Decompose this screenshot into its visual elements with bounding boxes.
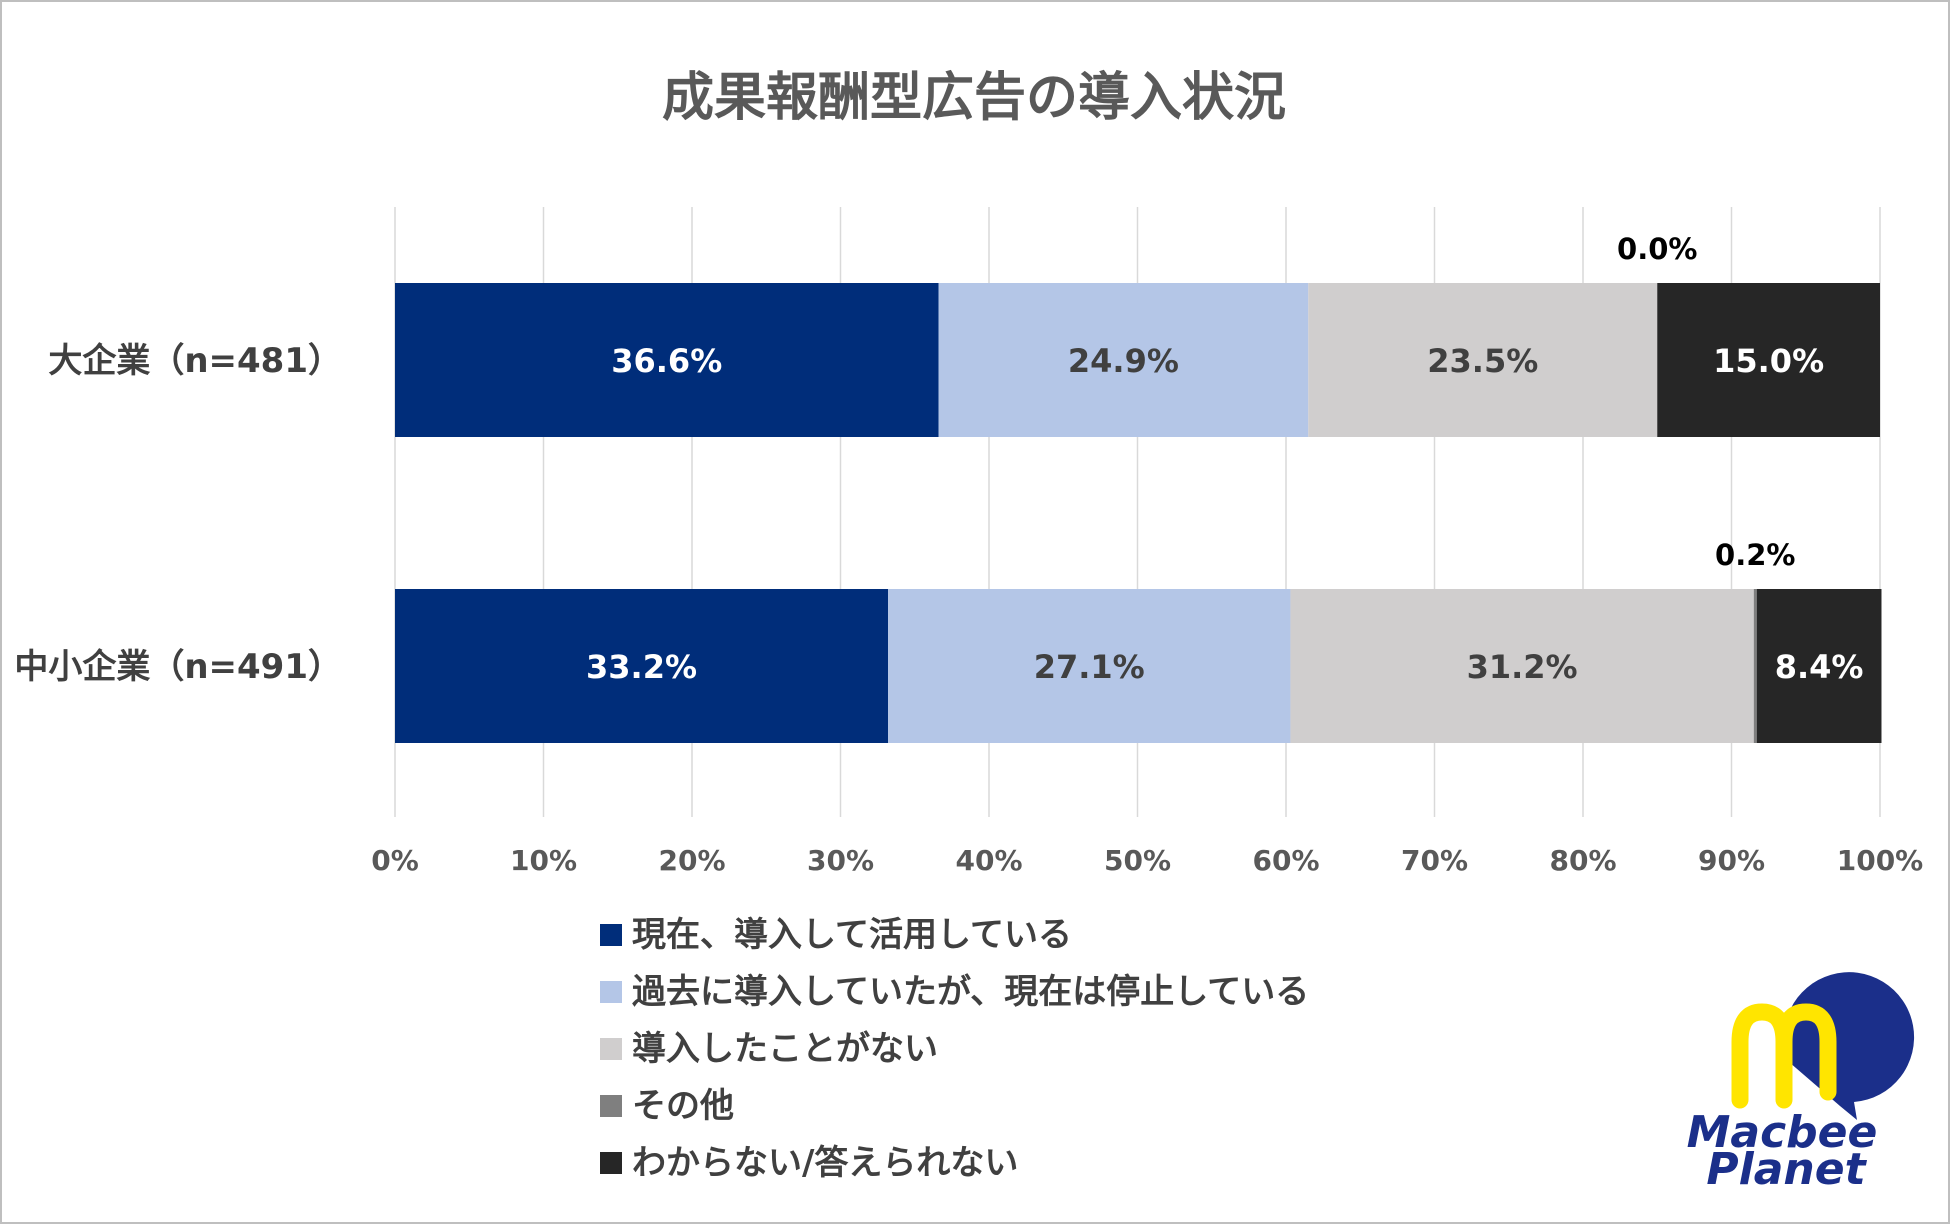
bar-segment <box>1657 283 1880 437</box>
bars <box>395 283 1882 743</box>
legend-item: 現在、導入して活用している <box>600 915 1072 955</box>
data-labels: 36.6% 24.9% 23.5% 0.0% 15.0% 33.2% 27.1% 31.2% 0… <box>586 232 1863 686</box>
legend-swatch <box>600 1095 622 1117</box>
bar-segment <box>938 283 1309 437</box>
x-tick-label: 40% <box>955 844 1022 877</box>
legend-swatch <box>600 981 622 1003</box>
data-label: 31.2% <box>1467 648 1578 686</box>
bar-segment <box>1308 283 1658 437</box>
x-tick-label: 30% <box>807 844 874 877</box>
x-tick-label: 70% <box>1401 844 1468 877</box>
data-label: 15.0% <box>1713 342 1824 380</box>
logo-m-mark <box>1731 1003 1837 1109</box>
legend-item: わからない/答えられない <box>600 1143 1018 1183</box>
bar-segment <box>1290 589 1754 743</box>
data-label: 36.6% <box>611 342 722 380</box>
legend-swatch <box>600 924 622 946</box>
data-label: 24.9% <box>1068 342 1179 380</box>
bar-segment <box>1756 589 1882 743</box>
data-label: 8.4% <box>1775 648 1864 686</box>
x-tick-label: 20% <box>658 844 725 877</box>
bar-segment <box>888 589 1291 743</box>
legend-label: その他 <box>632 1086 734 1126</box>
bar-segment <box>395 283 939 437</box>
category-labels: 大企業（n=481） 中小企業（n=491） <box>14 341 342 687</box>
data-label: 0.0% <box>1617 232 1697 266</box>
macbee-planet-logo: Macbee Planet <box>1687 972 1915 1195</box>
data-label: 27.1% <box>1034 648 1145 686</box>
data-label: 0.2% <box>1715 538 1795 572</box>
category-label: 中小企業（n=491） <box>14 647 342 687</box>
legend-item: 導入したことがない <box>600 1029 938 1069</box>
x-tick-label: 50% <box>1104 844 1171 877</box>
logo-text-planet: Planet <box>1706 1144 1867 1195</box>
logo-text-macbee: Macbee <box>1687 1107 1878 1158</box>
legend-label: 導入したことがない <box>632 1029 938 1069</box>
x-tick-label: 0% <box>371 844 419 877</box>
logo-bubble <box>1784 972 1915 1120</box>
x-axis-ticks: 0% 10% 20% 30% 40% 50% 60% 70% 80% 90% 100% <box>371 844 1923 877</box>
legend: 現在、導入して活用している過去に導入していたが、現在は停止している導入したことが… <box>600 915 1309 1183</box>
legend-swatch <box>600 1038 622 1060</box>
x-tick-label: 60% <box>1252 844 1319 877</box>
bar-segment <box>1753 589 1757 743</box>
category-label: 大企業（n=481） <box>48 341 342 381</box>
x-tick-label: 80% <box>1549 844 1616 877</box>
chart-title: 成果報酬型広告の導入状況 <box>662 68 1286 128</box>
legend-item: 過去に導入していたが、現在は停止している <box>600 972 1309 1012</box>
x-tick-label: 100% <box>1837 844 1924 877</box>
legend-label: 現在、導入して活用している <box>632 915 1072 955</box>
legend-label: 過去に導入していたが、現在は停止している <box>632 972 1309 1012</box>
legend-swatch <box>600 1152 622 1174</box>
x-tick-label: 10% <box>510 844 577 877</box>
data-label: 23.5% <box>1427 342 1538 380</box>
legend-label: わからない/答えられない <box>632 1143 1018 1183</box>
x-tick-label: 90% <box>1698 844 1765 877</box>
legend-item: その他 <box>600 1086 734 1126</box>
bar-segment <box>395 589 889 743</box>
data-label: 33.2% <box>586 648 697 686</box>
